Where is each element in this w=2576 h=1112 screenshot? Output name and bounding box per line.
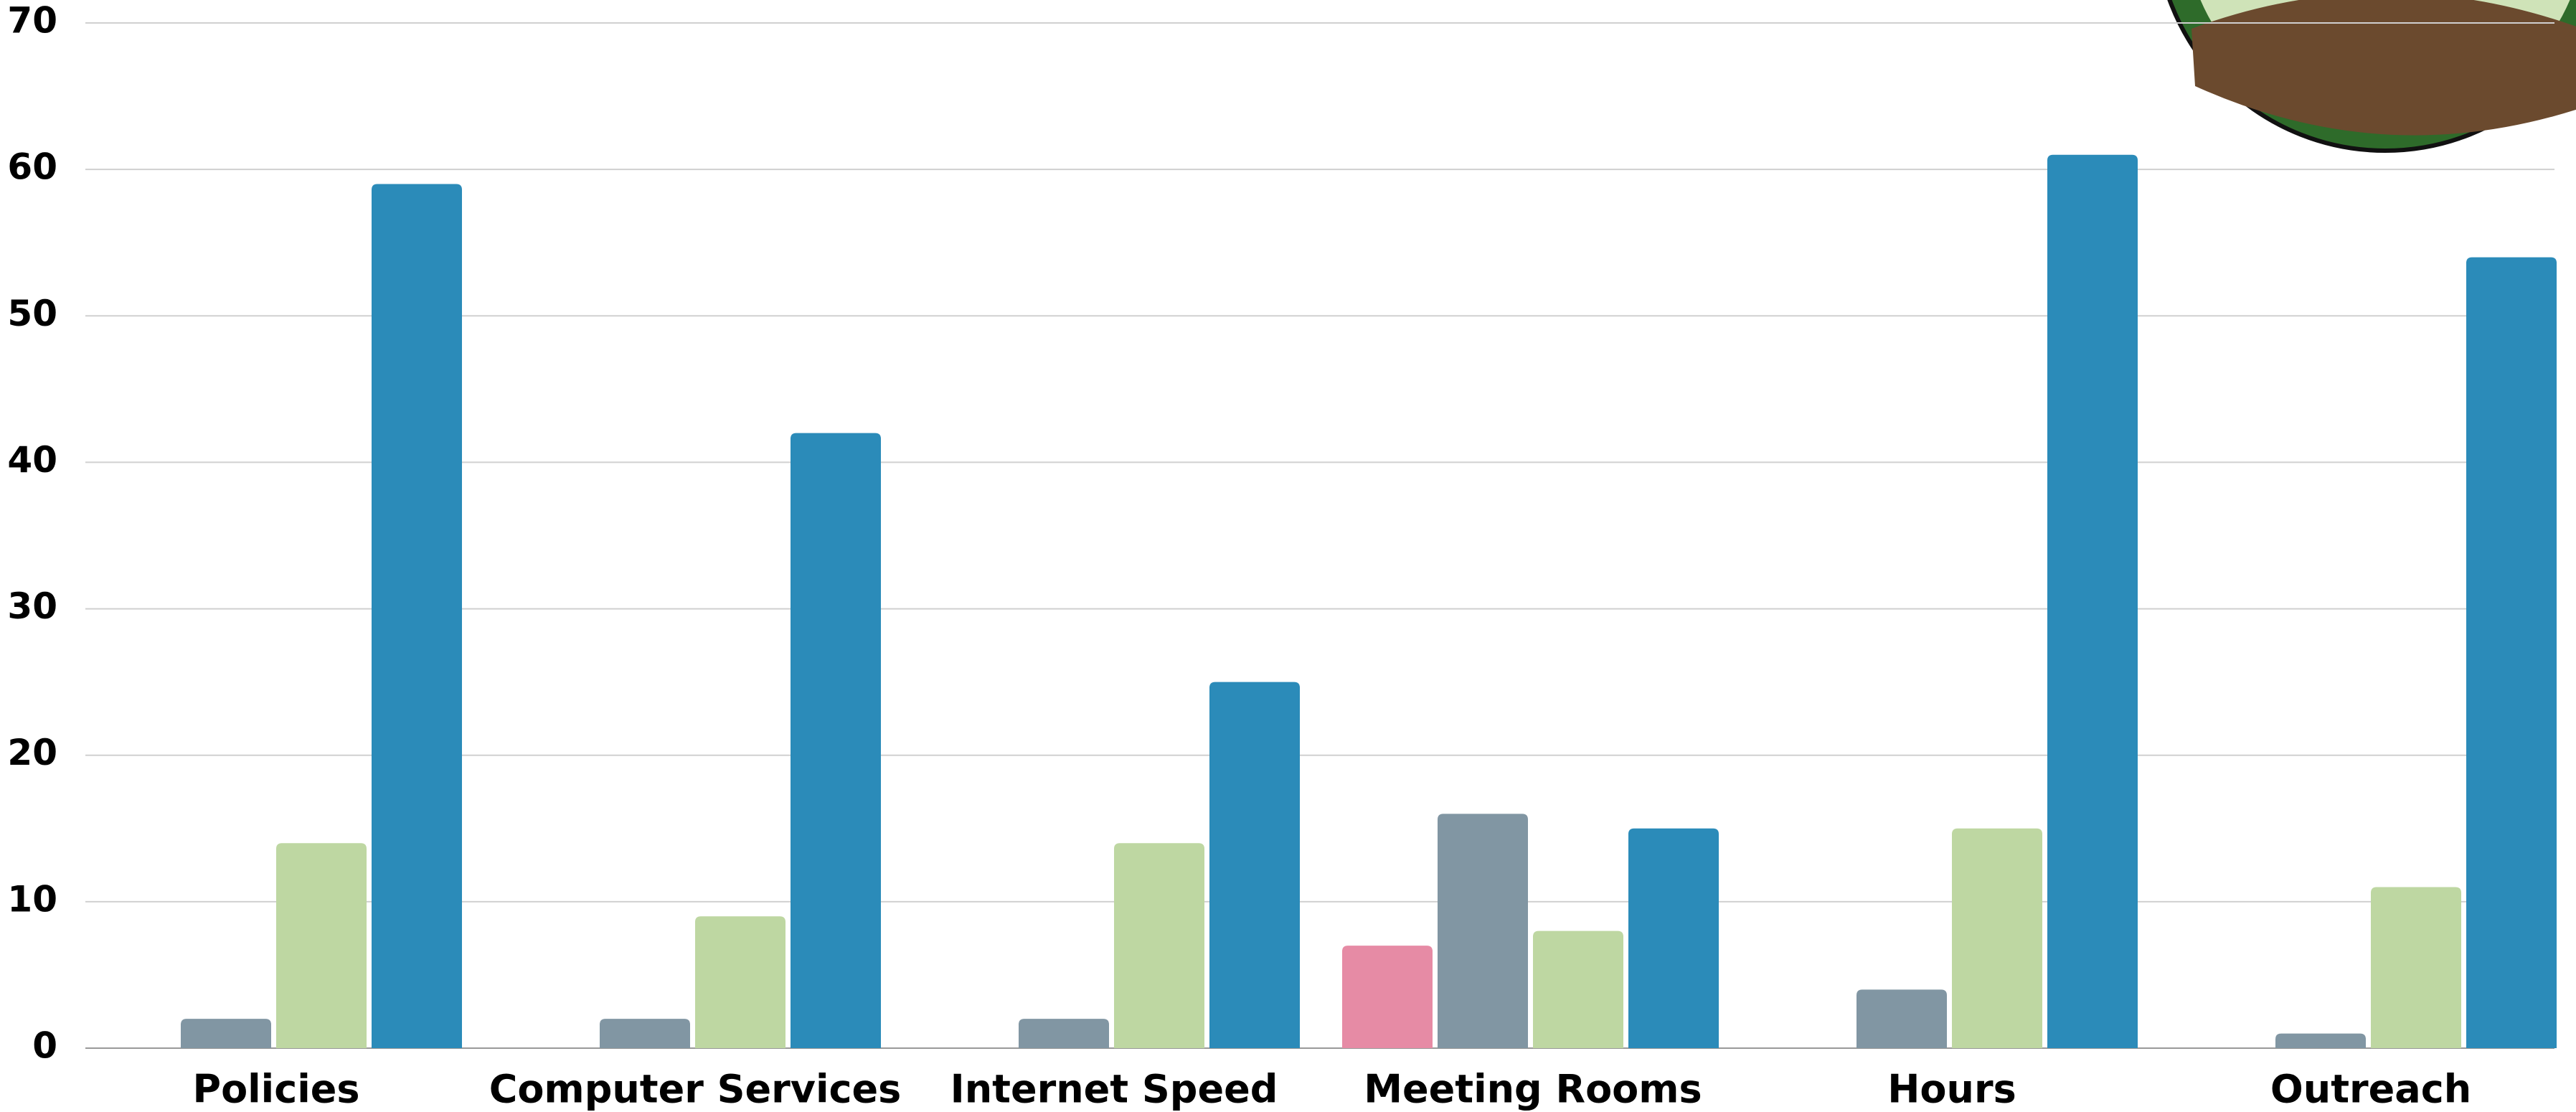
bar [2371, 887, 2461, 1048]
bar [2047, 154, 2138, 1049]
y-tick-label: 0 [32, 1025, 57, 1067]
bar [1628, 828, 1719, 1048]
bar [2275, 1033, 2366, 1048]
bar [276, 843, 367, 1048]
bar [1856, 989, 1947, 1048]
logo-ground [2192, 0, 2576, 136]
logo [2167, 0, 2576, 153]
x-tick-label: Meeting Rooms [1364, 1067, 1702, 1112]
y-tick-label: 70 [7, 0, 57, 42]
bar [600, 1019, 690, 1048]
bar [1438, 814, 1528, 1048]
bar [1952, 828, 2042, 1048]
bar [1114, 843, 1204, 1048]
bar [1342, 946, 1433, 1048]
bar [181, 1019, 271, 1048]
y-tick-label: 50 [7, 293, 57, 334]
bar [791, 433, 881, 1048]
x-tick-label: Hours [1887, 1067, 2016, 1112]
y-tick-label: 30 [7, 585, 57, 627]
bar [1533, 930, 1623, 1048]
x-tick-label: Internet Speed [950, 1067, 1278, 1112]
bar [1209, 682, 1300, 1048]
y-tick-label: 40 [7, 439, 57, 481]
y-tick-label: 20 [7, 732, 57, 773]
bar [1019, 1019, 1109, 1048]
x-tick-label: Computer Services [489, 1067, 902, 1112]
y-tick-label: 10 [7, 878, 57, 920]
x-tick-label: Outreach [2270, 1067, 2471, 1112]
bar [2466, 257, 2557, 1049]
bar [372, 184, 462, 1048]
bar [695, 916, 785, 1048]
x-tick-label: Policies [193, 1067, 360, 1112]
y-tick-label: 60 [7, 146, 57, 188]
